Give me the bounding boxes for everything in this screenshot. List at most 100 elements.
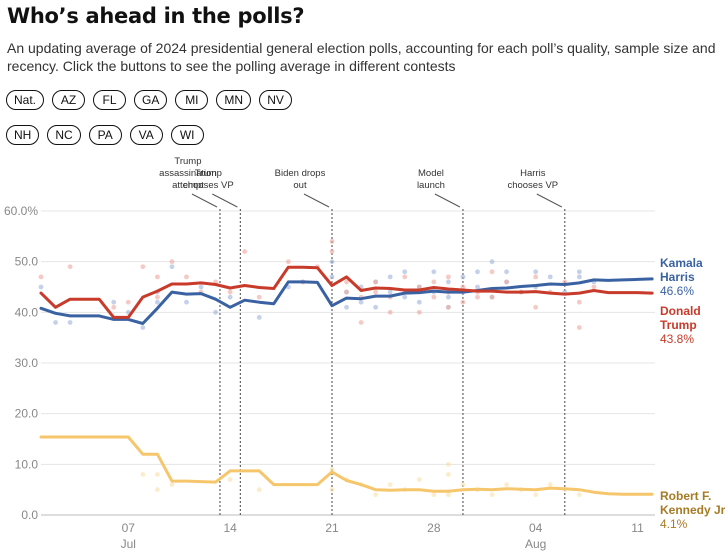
poll-point [533, 304, 539, 310]
poll-point [387, 274, 393, 280]
poll-point [67, 264, 73, 270]
contest-button-wi[interactable]: WI [170, 125, 204, 145]
poll-point [184, 299, 189, 305]
poll-point [154, 299, 160, 305]
poll-point [504, 269, 509, 275]
contest-button-mn[interactable]: MN [216, 90, 252, 110]
poll-point [576, 274, 582, 280]
event-annotation-text: chooses VP [507, 180, 558, 191]
y-tick-label: 10.0 [15, 457, 39, 471]
event-annotation-text: launch [417, 180, 445, 191]
poll-point [489, 492, 495, 498]
poll-point [329, 487, 335, 493]
poll-point [140, 472, 146, 477]
poll-point [154, 487, 160, 493]
poll-point [256, 294, 262, 300]
poll-point [460, 274, 466, 280]
poll-point [169, 482, 175, 487]
poll-point [576, 492, 582, 498]
contest-button-va[interactable]: VA [129, 125, 163, 145]
poll-point [256, 315, 262, 320]
contest-button-pa[interactable]: PA [88, 125, 122, 145]
series-value-label: 4.1% [660, 517, 688, 531]
poll-point [169, 259, 175, 265]
poll-point [213, 309, 218, 315]
poll-point [416, 309, 422, 315]
poll-point [402, 294, 408, 300]
poll-point [475, 269, 480, 275]
y-tick-label: 20.0 [15, 407, 39, 421]
poll-point [402, 274, 408, 280]
contest-buttons-row-1: Nat. AZ FL GA MI MN NV [6, 90, 293, 110]
event-annotation-text: Biden drops [275, 168, 326, 179]
series-line [39, 435, 654, 496]
x-tick-label: 14 [223, 521, 237, 535]
poll-point [431, 492, 437, 498]
poll-point [576, 299, 582, 305]
contest-button-mi[interactable]: MI [175, 90, 209, 110]
poll-point [460, 299, 466, 305]
y-tick-label: 30.0 [15, 356, 39, 370]
poll-point [387, 289, 393, 295]
poll-point [242, 249, 248, 254]
poll-point [154, 472, 160, 477]
y-tick-label: 50.0 [15, 255, 39, 269]
poll-point [445, 279, 451, 285]
contest-button-nat[interactable]: Nat. [6, 90, 45, 110]
contest-button-az[interactable]: AZ [52, 90, 86, 110]
poll-point [329, 274, 335, 280]
poll-point [460, 482, 466, 487]
poll-point [504, 279, 509, 285]
poll-point [140, 325, 146, 330]
event-annotation-text: chooses VP [183, 180, 234, 191]
poll-point [431, 279, 437, 285]
poll-point [344, 304, 349, 310]
x-tick-label: 11 [631, 521, 644, 535]
poll-point [329, 249, 335, 254]
poll-point [154, 294, 160, 300]
series-value-label: 46.6% [660, 284, 694, 298]
series-label: Kennedy Jr. [660, 503, 725, 517]
poll-point [445, 492, 451, 498]
poll-point [38, 284, 44, 290]
poll-point [533, 274, 539, 280]
contest-button-nv[interactable]: NV [259, 90, 293, 110]
x-tick-label: 28 [427, 521, 441, 535]
poll-point [416, 284, 422, 290]
poll-point [198, 284, 204, 290]
event-leader-line [303, 193, 330, 208]
poll-point [489, 259, 495, 265]
poll-point [67, 320, 73, 325]
poll-point [475, 284, 480, 290]
event-annotation-text: Model [418, 168, 444, 179]
poll-point [445, 461, 451, 467]
poll-point [329, 259, 335, 265]
contest-button-ga[interactable]: GA [134, 90, 168, 110]
poll-point [387, 309, 393, 315]
event-leader-line [434, 193, 461, 208]
event-leader-line [536, 193, 563, 208]
poll-point [576, 269, 582, 275]
poll-point [475, 294, 480, 300]
poll-point [533, 269, 539, 275]
poll-point [53, 320, 58, 325]
poll-point [111, 299, 117, 305]
contest-button-fl[interactable]: FL [93, 90, 127, 110]
poll-point [125, 299, 131, 305]
series-label: Kamala [660, 256, 703, 270]
poll-point [504, 482, 509, 487]
contest-button-nc[interactable]: NC [47, 125, 81, 145]
event-annotation-text: assassination [159, 168, 217, 179]
contest-button-nh[interactable]: NH [6, 125, 40, 145]
x-tick-sublabel: Aug [525, 537, 546, 551]
event-annotation-text: attempt [172, 180, 204, 191]
event-annotation-text: Trump [195, 168, 222, 179]
poll-point [387, 482, 393, 487]
y-tick-label: 60.0% [4, 204, 38, 218]
poll-point [533, 492, 539, 498]
poll-point [445, 304, 451, 310]
poll-point [344, 279, 349, 285]
x-tick-label: 04 [529, 521, 543, 535]
poll-point [402, 269, 408, 275]
y-tick-label: 40.0 [15, 305, 39, 319]
